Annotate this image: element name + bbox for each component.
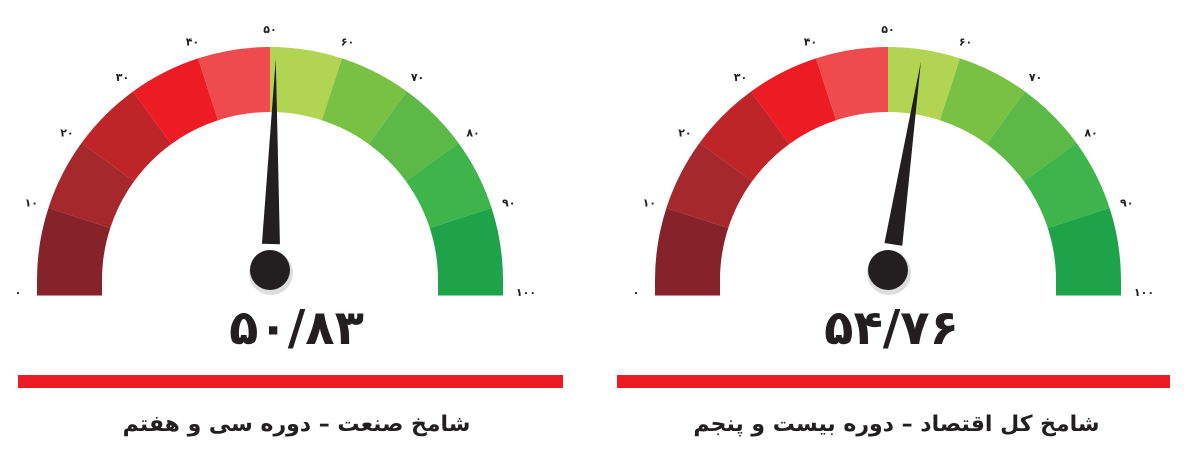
tick-label: ۶۰ <box>959 35 972 48</box>
needle-hub <box>868 250 908 290</box>
gauge-economy: ۰ ۱۰ ۲۰ ۳۰ ۴۰ ۵۰ ۶۰ ۷۰ ۸۰ ۹۰ ۱۰۰ ۵۴/۷۶ شامخ کل اقت… <box>600 0 1187 461</box>
tick-label: ۳۰ <box>734 71 747 84</box>
gauge-segment <box>666 143 753 229</box>
tick-label: ۲۰ <box>60 126 73 139</box>
tick-label: ۹۰ <box>502 196 515 209</box>
gauge-segment <box>815 47 888 121</box>
tick-label: ۵۰ <box>263 23 276 36</box>
tick-label: ۰ <box>633 286 640 299</box>
tick-label: ۷۰ <box>1029 71 1042 84</box>
tick-label: ۱۰۰ <box>1134 286 1154 299</box>
gauge-segment <box>321 58 407 145</box>
gauge-segment <box>939 58 1025 145</box>
tick-label: ۸۰ <box>1084 126 1097 139</box>
gauge-segment <box>197 47 270 121</box>
gauge-segment <box>133 58 219 145</box>
gauge-segment-base <box>37 279 102 296</box>
tick-label: ۹۰ <box>1120 196 1133 209</box>
gauge-industry: ۰ ۱۰ ۲۰ ۳۰ ۴۰ ۵۰ ۶۰ ۷۰ ۸۰ ۹۰ ۱۰۰ ۵۰/۸۳ شامخ صنعت –… <box>0 0 593 461</box>
tick-label: ۴۰ <box>804 35 817 48</box>
divider-bar <box>617 375 1170 388</box>
gauge-segment <box>405 143 492 229</box>
tick-label: ۰ <box>15 286 22 299</box>
gauge-segment-base <box>655 279 720 296</box>
gauge-segment <box>655 207 729 280</box>
tick-label: ۱۰ <box>25 196 38 209</box>
tick-label: ۸۰ <box>466 126 479 139</box>
gauge-segment-base <box>438 279 503 296</box>
gauge-title: شامخ کل اقتصاد – دوره بیست و پنجم <box>693 412 1100 437</box>
tick-label: ۷۰ <box>411 71 424 84</box>
gauge-title: شامخ صنعت – دوره سی و هفتم <box>122 412 471 437</box>
gauge-segment <box>888 47 961 121</box>
gauge-segment <box>1047 207 1121 280</box>
gauge-segment <box>986 91 1077 182</box>
gauge-segment <box>751 58 837 145</box>
tick-label: ۲۰ <box>678 126 691 139</box>
divider-bar <box>18 375 563 388</box>
gauge-segment-base <box>1056 279 1121 296</box>
gauge-segment <box>368 91 459 182</box>
gauge-segment <box>429 207 503 280</box>
tick-label: ۱۰۰ <box>516 286 536 299</box>
gauge-value: ۵۴/۷۶ <box>824 300 959 356</box>
gauge-segment <box>48 143 135 229</box>
gauge-value: ۵۰/۸۳ <box>229 300 364 356</box>
tick-label: ۱۰ <box>643 196 656 209</box>
gauge-needle <box>261 59 280 245</box>
gauge-segment <box>699 91 790 182</box>
gauge-needle <box>884 61 921 246</box>
gauge-svg: ۰ ۱۰ ۲۰ ۳۰ ۴۰ ۵۰ ۶۰ ۷۰ ۸۰ ۹۰ ۱۰۰ <box>15 23 536 299</box>
tick-label: ۵۰ <box>881 23 894 36</box>
tick-label: ۴۰ <box>186 35 199 48</box>
needle-hub <box>250 250 290 290</box>
tick-label: ۶۰ <box>341 35 354 48</box>
tick-label: ۳۰ <box>116 71 129 84</box>
gauge-segment <box>1023 143 1110 229</box>
gauge-segment <box>81 91 172 182</box>
gauge-svg: ۰ ۱۰ ۲۰ ۳۰ ۴۰ ۵۰ ۶۰ ۷۰ ۸۰ ۹۰ ۱۰۰ <box>633 23 1154 299</box>
gauge-segment <box>270 47 343 121</box>
gauge-segment <box>37 207 111 280</box>
